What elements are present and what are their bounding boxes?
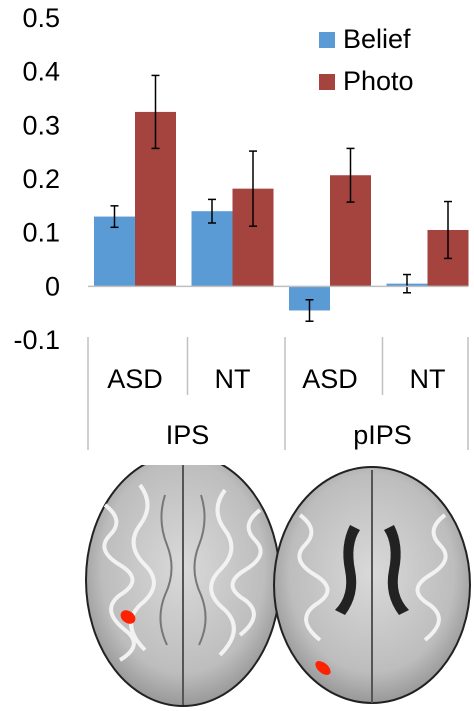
category-label: NT	[410, 364, 446, 394]
group-label: IPS	[166, 420, 210, 450]
bars	[94, 111, 469, 311]
bar-belief	[94, 216, 135, 287]
pips-activation	[315, 661, 331, 675]
y-tick-label: 0.3	[22, 110, 60, 140]
y-tick-label: 0.2	[22, 164, 60, 194]
group-label: pIPS	[353, 420, 412, 450]
legend-swatch	[319, 32, 335, 48]
brain-slice-pips	[273, 466, 471, 704]
legend-label: Belief	[343, 24, 411, 54]
legend-swatch	[319, 74, 335, 90]
y-tick-label: 0.4	[22, 57, 60, 87]
y-axis: -0.1 0 0.1 0.2 0.3 0.4 0.5	[13, 3, 60, 355]
brain-images	[85, 465, 471, 707]
brain-slice-ips	[85, 465, 281, 707]
error-bars	[110, 74, 452, 322]
y-tick-label: 0.1	[22, 218, 60, 248]
y-tick-label: 0.5	[22, 3, 60, 33]
y-tick-label: 0	[45, 271, 60, 301]
legend: Belief Photo	[319, 24, 414, 96]
y-tick-label: -0.1	[13, 325, 60, 355]
category-label: NT	[215, 364, 251, 394]
category-label: ASD	[107, 364, 163, 394]
legend-label: Photo	[343, 66, 414, 96]
category-label: ASD	[302, 364, 358, 394]
ips-activation	[120, 610, 136, 624]
